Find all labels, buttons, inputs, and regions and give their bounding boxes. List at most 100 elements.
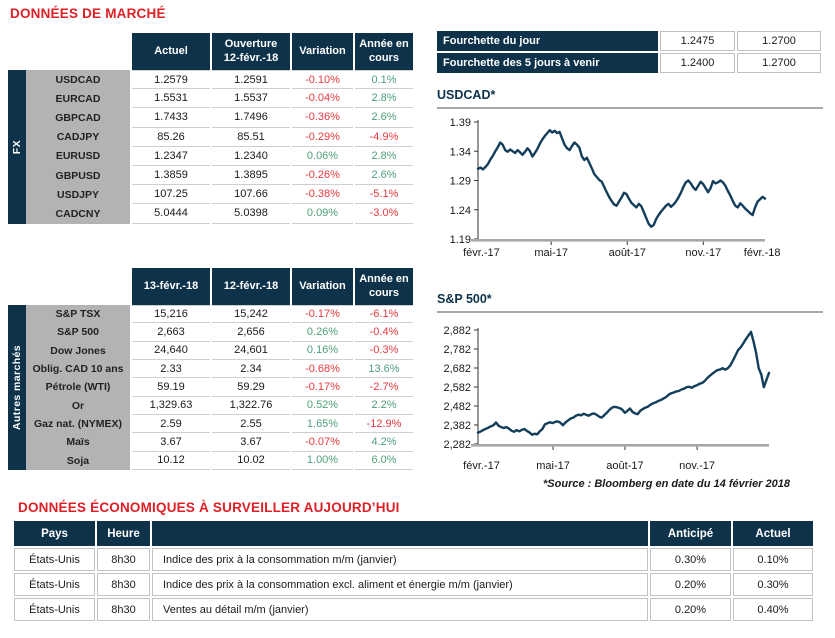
fx-group-label: FX [11, 139, 23, 154]
column-header: Année en cours [355, 268, 413, 305]
svg-text:2,282: 2,282 [443, 439, 471, 451]
ytd-cell: -2.7% [355, 378, 413, 397]
economic-table-header: Pays Heure Anticipé Actuel [14, 521, 813, 546]
usdcad-chart-block: USDCAD* 1.39 1.34 1.29 1.24 1.19 févr.-17 mai-… [437, 88, 823, 263]
previous-value-cell: 1,322.76 [212, 396, 290, 415]
table-row: Oblig. CAD 10 ans 2.33 2.34 -0.68% 13.6% [26, 359, 413, 379]
current-value-cell: 1.5531 [132, 89, 210, 109]
table-row: Gaz nat. (NYMEX) 2.59 2.55 1.65% -12.9% [26, 414, 413, 434]
current-value-cell: 10.12 [132, 451, 210, 470]
variation-cell: -0.04% [292, 89, 353, 109]
other-markets-group-label: Autres marchés [11, 344, 23, 430]
previous-value-cell: 3.67 [212, 433, 290, 452]
ytd-cell: 2.8% [355, 146, 413, 166]
row-label: Soja [26, 451, 130, 470]
svg-text:1.39: 1.39 [450, 117, 471, 129]
previous-value-cell: 1.7496 [212, 108, 290, 128]
range-low-cell: 1.2475 [660, 31, 735, 51]
other-markets-table: 13-févr.-18 12-févr.-18 Variation Année en … [8, 268, 413, 470]
svg-text:mai-17: mai-17 [534, 247, 568, 259]
current-value-cell: 1,329.63 [132, 396, 210, 415]
row-label: Maïs [26, 433, 130, 452]
column-header: Variation [292, 33, 353, 70]
svg-text:1.29: 1.29 [450, 176, 471, 188]
current-value-cell: 59.19 [132, 378, 210, 397]
table-row: EURCAD 1.5531 1.5537 -0.04% 2.8% [26, 89, 413, 109]
current-value-cell: 3.67 [132, 433, 210, 452]
current-value-cell: 5.0444 [132, 204, 210, 224]
variation-cell: 1.00% [292, 451, 353, 470]
row-label: EURCAD [26, 89, 130, 109]
current-value-cell: 1.3859 [132, 165, 210, 186]
anticipated-cell: 0.20% [650, 573, 731, 596]
previous-value-cell: 107.66 [212, 185, 290, 205]
column-header: Variation [292, 268, 353, 305]
column-header: Actuel [733, 521, 813, 546]
variation-cell: 0.16% [292, 341, 353, 360]
column-header: Ouverture 12-févr.-18 [212, 33, 290, 70]
fx-table: Actuel Ouverture 12-févr.-18 Variation Anné… [8, 33, 413, 224]
economic-table: Pays Heure Anticipé Actuel États-Unis 8h30 In… [14, 521, 813, 621]
previous-value-cell: 10.02 [212, 451, 290, 470]
svg-text:nov.-17: nov.-17 [685, 247, 721, 259]
previous-value-cell: 2.34 [212, 359, 290, 379]
fx-table-header: Actuel Ouverture 12-févr.-18 Variation Anné… [132, 33, 413, 70]
column-header: Anticipé [650, 521, 731, 546]
column-header [152, 521, 648, 546]
sp500-chart-title: S&P 500* [437, 292, 492, 306]
row-label: Pétrole (WTI) [26, 378, 130, 397]
market-data-title: DONNÉES DE MARCHÉ [10, 6, 166, 21]
sp500-chart: 2,882 2,782 2,682 2,582 2,482 2,382 2,282 févr.… [443, 325, 771, 472]
previous-value-cell: 1.2591 [212, 70, 290, 90]
ytd-cell: 2.8% [355, 89, 413, 109]
svg-text:1.34: 1.34 [450, 146, 471, 158]
previous-value-cell: 2,656 [212, 323, 290, 342]
svg-text:2,382: 2,382 [443, 420, 471, 432]
variation-cell: -0.29% [292, 127, 353, 147]
table-row: EURUSD 1.2347 1.2340 0.06% 2.8% [26, 146, 413, 166]
variation-cell: -0.10% [292, 70, 353, 90]
anticipated-cell: 0.20% [650, 598, 731, 621]
ytd-cell: -3.0% [355, 204, 413, 224]
event-cell: Indice des prix à la consommation m/m (j… [152, 548, 648, 571]
range-high-cell: 1.2700 [737, 53, 821, 73]
column-header: Heure [97, 521, 150, 546]
table-row: États-Unis 8h30 Ventes au détail m/m (janv… [14, 598, 813, 621]
source-note: *Source : Bloomberg en date du 14 févrie… [543, 478, 790, 490]
current-value-cell: 24,640 [132, 341, 210, 360]
country-cell: États-Unis [14, 573, 95, 596]
ytd-cell: 0.1% [355, 70, 413, 90]
column-header: 13-févr.-18 [132, 268, 210, 305]
column-header: Année en cours [355, 33, 413, 70]
svg-text:2,782: 2,782 [443, 344, 471, 356]
row-label: GBPCAD [26, 108, 130, 128]
anticipated-cell: 0.30% [650, 548, 731, 571]
range-low-cell: 1.2400 [660, 53, 735, 73]
column-header: 12-févr.-18 [212, 268, 290, 305]
current-value-cell: 1.2347 [132, 146, 210, 166]
ytd-cell: 2.2% [355, 396, 413, 415]
divider [437, 107, 823, 109]
table-row: Maïs 3.67 3.67 -0.07% 4.2% [26, 433, 413, 452]
current-value-cell: 1.2579 [132, 70, 210, 90]
range-label: Fourchette du jour [437, 31, 658, 51]
ytd-cell: 4.2% [355, 433, 413, 452]
variation-cell: -0.38% [292, 185, 353, 205]
ytd-cell: 13.6% [355, 359, 413, 379]
current-value-cell: 1.7433 [132, 108, 210, 128]
actual-cell: 0.30% [733, 573, 813, 596]
table-row: Or 1,329.63 1,322.76 0.52% 2.2% [26, 396, 413, 415]
table-row: S&P TSX 15,216 15,242 -0.17% -6.1% [26, 305, 413, 324]
actual-cell: 0.40% [733, 598, 813, 621]
row-label: S&P TSX [26, 305, 130, 324]
ytd-cell: -5.1% [355, 185, 413, 205]
variation-cell: 0.26% [292, 323, 353, 342]
time-cell: 8h30 [97, 573, 150, 596]
range-high-cell: 1.2700 [737, 31, 821, 51]
range-label: Fourchette des 5 jours à venir [437, 53, 658, 73]
range-table: Fourchette du jour 1.2475 1.2700 Fourchette… [437, 31, 821, 75]
previous-value-cell: 5.0398 [212, 204, 290, 224]
country-cell: États-Unis [14, 598, 95, 621]
previous-value-cell: 59.29 [212, 378, 290, 397]
